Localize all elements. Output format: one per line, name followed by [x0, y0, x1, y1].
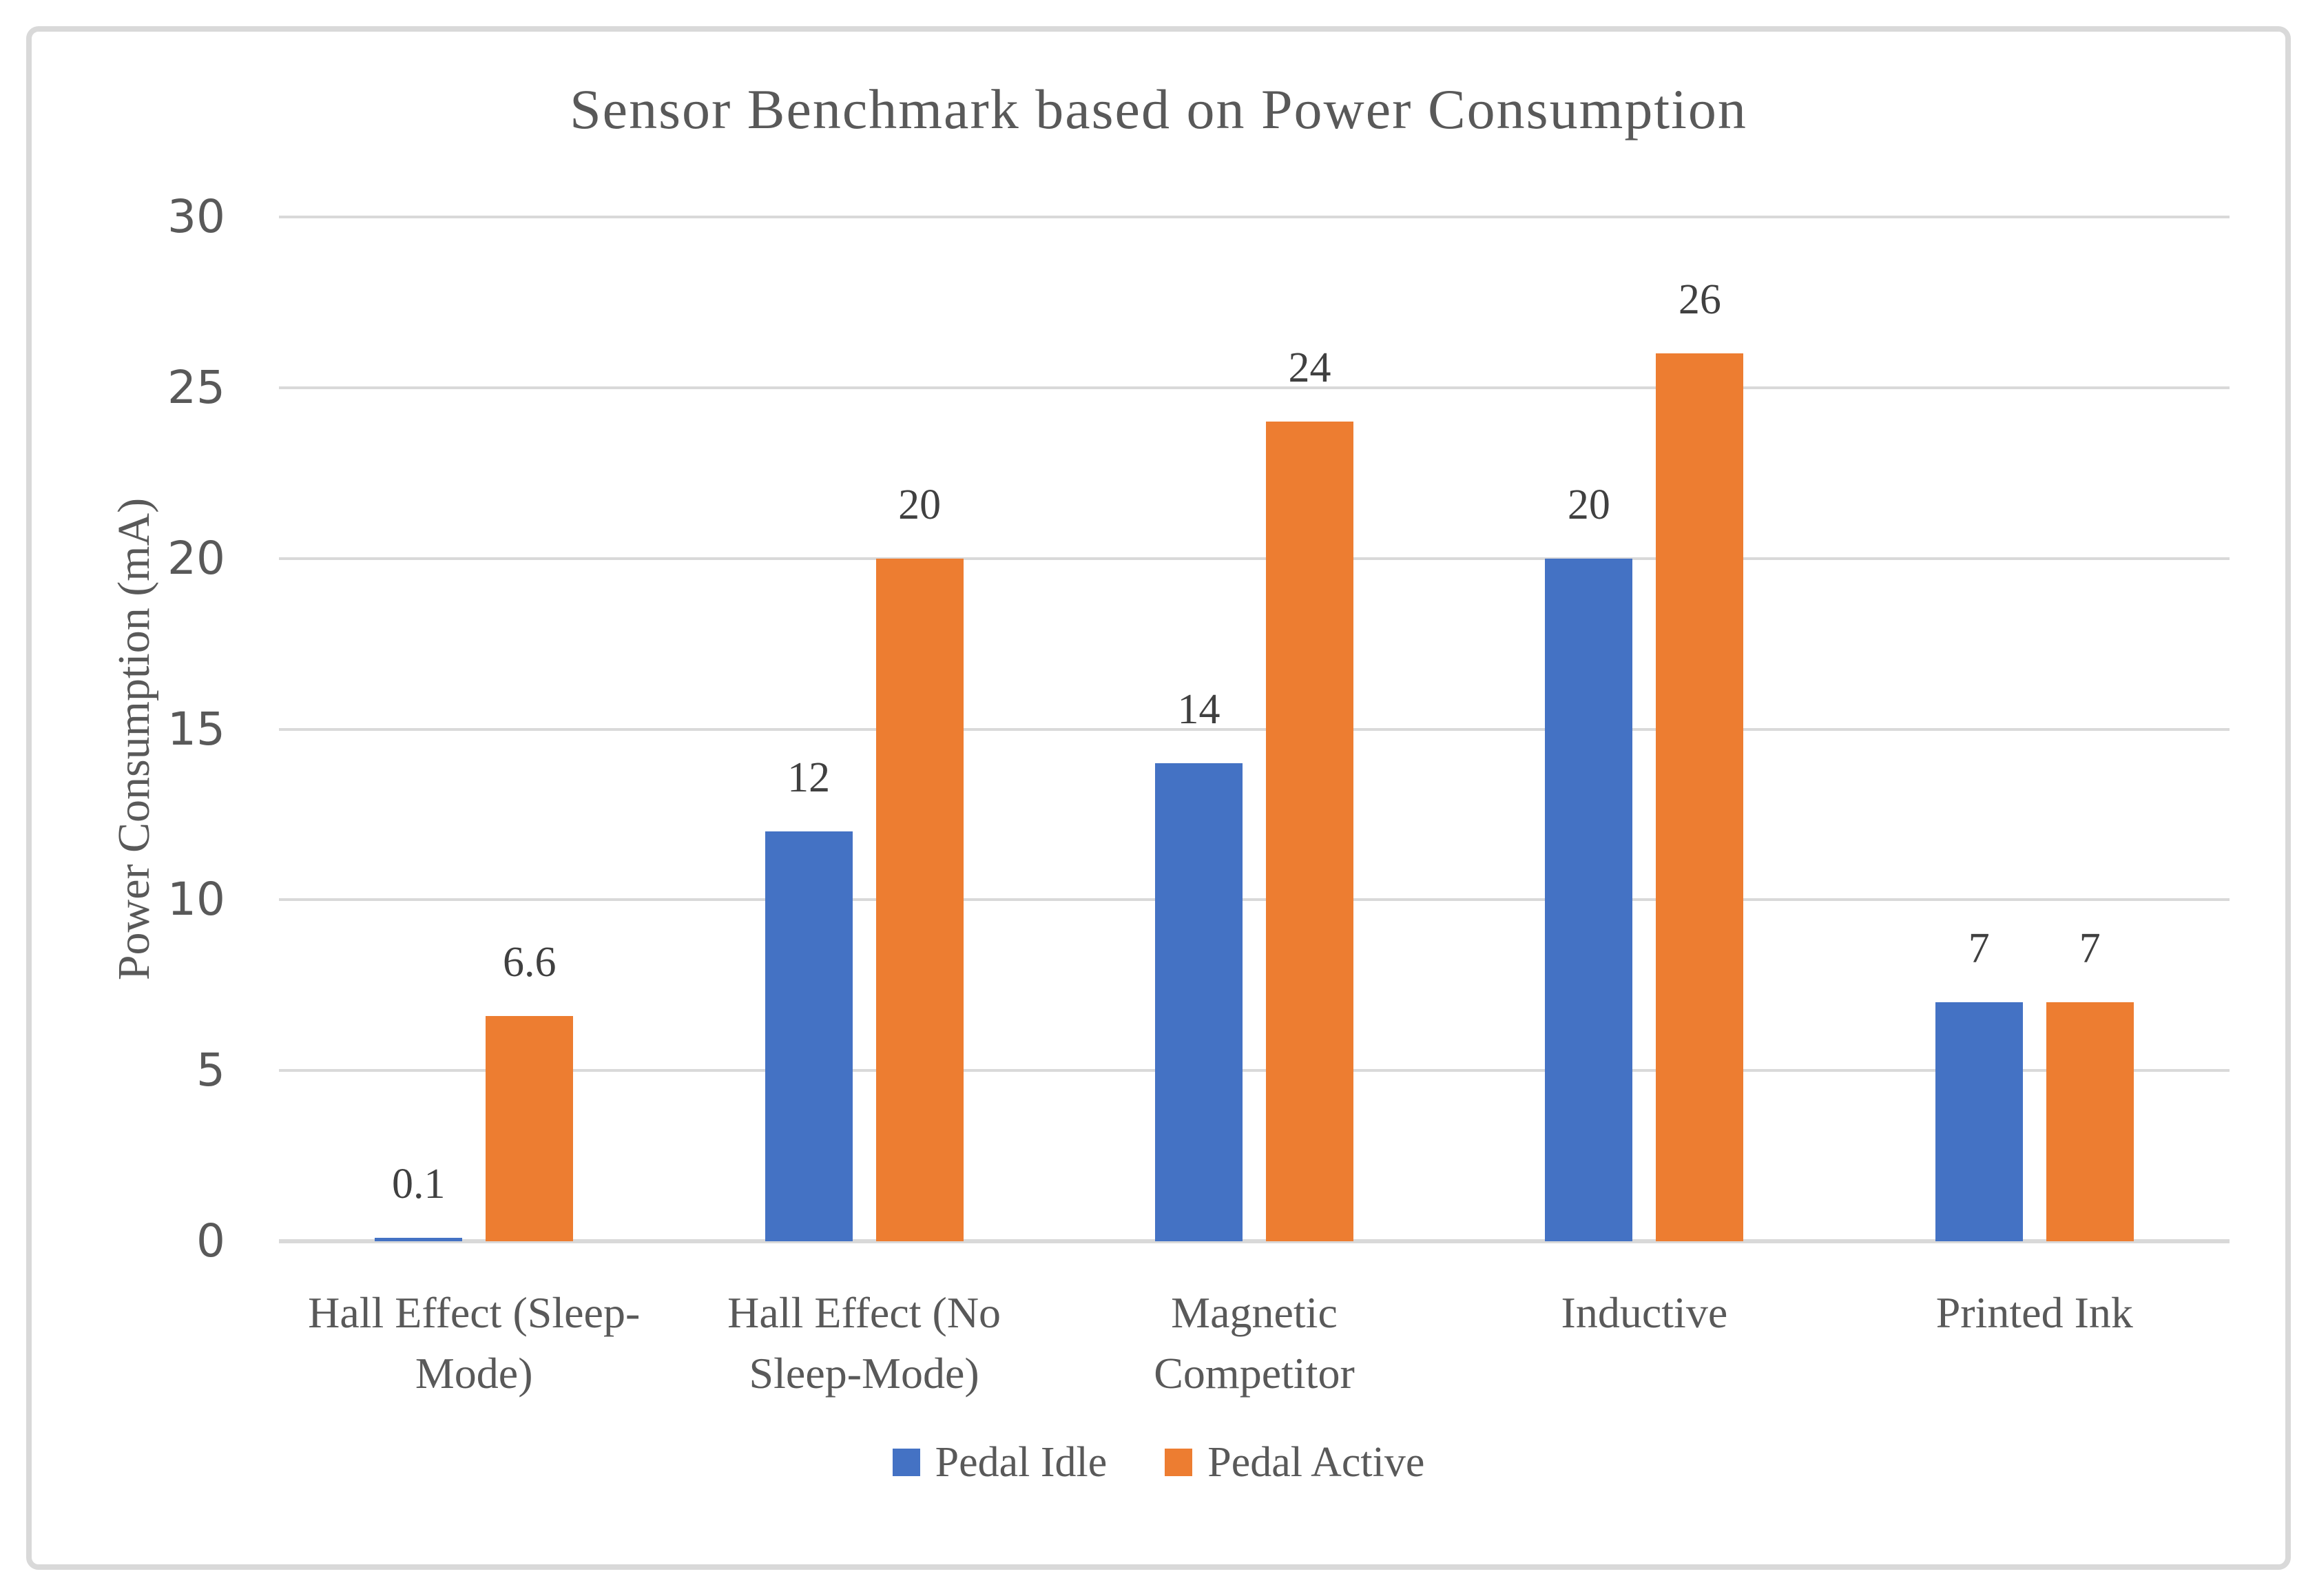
plot-area: 0.1 6.6 12 20 14 24 20 26 7 7 [279, 216, 2230, 1243]
y-axis: 0 5 10 15 20 25 30 [0, 190, 225, 1267]
data-label: 0.1 [391, 1161, 446, 1208]
bar-pedal-active [1266, 422, 1353, 1241]
gridline [279, 386, 2230, 389]
category-label: Magnetic Competitor [1154, 1288, 1355, 1398]
category-label: Printed Ink [1935, 1288, 2133, 1337]
gridline [279, 727, 2230, 731]
bar-pedal-active [2046, 1002, 2134, 1241]
data-label: 7 [2079, 925, 2101, 973]
gridline [279, 1069, 2230, 1072]
bar-pedal-idle [1155, 763, 1243, 1241]
y-tick-label: 5 [196, 1044, 225, 1097]
legend-swatch-icon [1165, 1449, 1193, 1476]
data-label: 14 [1177, 686, 1220, 734]
data-label: 7 [1968, 925, 1990, 973]
gridline [279, 898, 2230, 902]
legend: Pedal Idle Pedal Active [0, 1441, 2317, 1484]
data-label: 26 [1678, 276, 1721, 324]
gridline [279, 216, 2230, 218]
y-tick-label: 25 [167, 360, 225, 414]
bar-pedal-idle [375, 1238, 463, 1241]
category-label: Inductive [1561, 1288, 1728, 1337]
legend-label: Pedal Idle [935, 1439, 1108, 1486]
data-label: 6.6 [502, 938, 557, 986]
legend-label: Pedal Active [1207, 1439, 1425, 1486]
y-tick-label: 20 [167, 531, 225, 585]
gridline [279, 557, 2230, 560]
data-label: 20 [898, 481, 942, 528]
y-tick-label: 15 [167, 702, 225, 756]
legend-item: Pedal Active [1165, 1441, 1424, 1484]
y-tick-label: 30 [167, 190, 225, 243]
data-label: 24 [1288, 344, 1331, 392]
x-axis: Hall Effect (Sleep- Mode) Hall Effect (No… [0, 1283, 2317, 1462]
bar-pedal-idle [1935, 1002, 2023, 1241]
x-axis-line [279, 1239, 2230, 1243]
bar-pedal-active [1656, 353, 1744, 1241]
category-label: Hall Effect (No Sleep-Mode) [727, 1288, 1001, 1398]
legend-item: Pedal Idle [892, 1439, 1108, 1486]
bar-pedal-active [875, 558, 964, 1241]
chart-title: Sensor Benchmark based on Power Consumpt… [570, 78, 1747, 141]
bar-pedal-idle [765, 831, 853, 1241]
y-tick-label: 10 [167, 873, 225, 926]
bar-pedal-active [486, 1015, 574, 1241]
y-tick-label: 0 [196, 1214, 225, 1267]
legend-swatch-icon [892, 1449, 920, 1476]
bar-pedal-idle [1545, 558, 1633, 1241]
data-label: 20 [1567, 481, 1610, 528]
data-label: 12 [787, 754, 831, 802]
category-label: Hall Effect (Sleep- Mode) [308, 1288, 641, 1398]
